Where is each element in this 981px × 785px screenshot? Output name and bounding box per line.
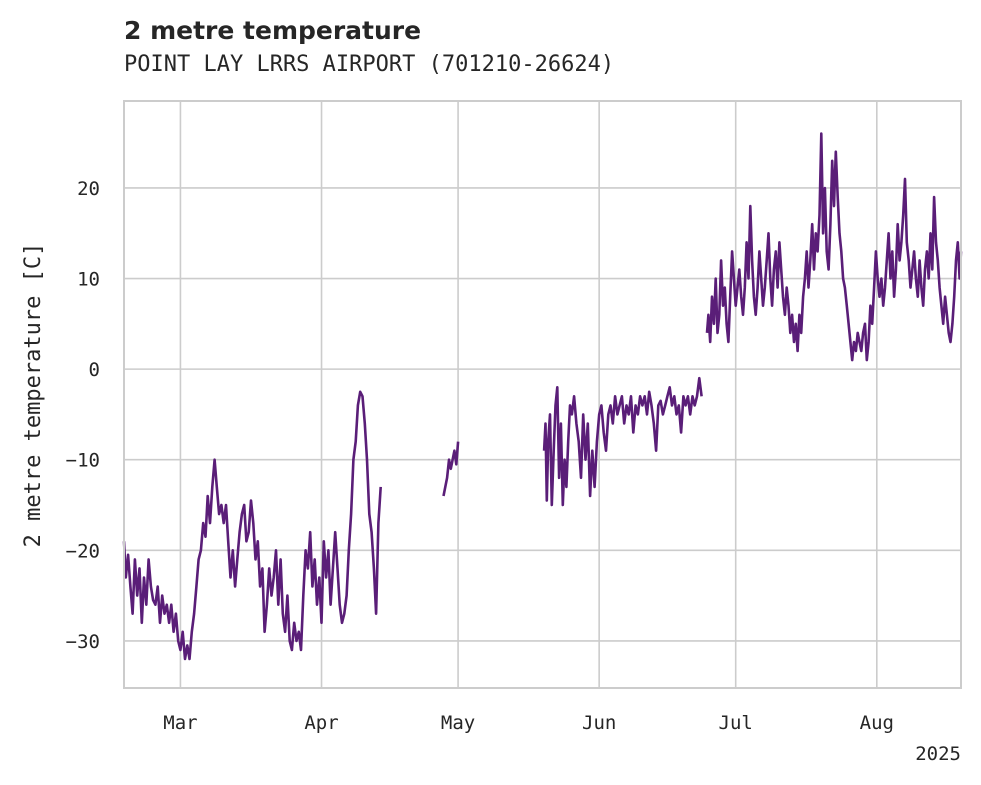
temperature-line-segment-1 [122, 390, 382, 661]
year-label: 2025 [915, 743, 961, 765]
y-tick-label: −20 [66, 540, 100, 562]
temperature-line-segment-4 [705, 132, 963, 362]
y-tick-label: 10 [77, 269, 100, 291]
y-tick-label: −30 [66, 631, 100, 653]
temperature-line-segment-3 [542, 376, 703, 507]
x-tick-label: Jul [719, 712, 753, 734]
y-tick-label: −10 [66, 450, 100, 472]
grid-lines [124, 101, 961, 688]
x-tick-label: Aug [860, 712, 894, 734]
x-tick-labels: Mar Apr May Jun Jul Aug [163, 712, 894, 734]
plot-frame [123, 100, 962, 689]
x-tick-label: Apr [304, 712, 338, 734]
x-tick-label: Jun [582, 712, 616, 734]
y-tick-label: 20 [77, 178, 100, 200]
x-tick-label: May [441, 712, 475, 734]
temperature-line-segment-2 [442, 441, 460, 497]
chart-subtitle: POINT LAY LRRS AIRPORT (701210-26624) [124, 52, 615, 77]
x-tick-label: Mar [163, 712, 197, 734]
chart-title: 2 metre temperature [124, 16, 422, 45]
y-tick-labels: −30 −20 −10 0 10 20 [66, 178, 100, 653]
data-series [122, 132, 963, 661]
y-axis-label: 2 metre temperature [C] [21, 243, 46, 548]
y-tick-label: 0 [89, 359, 100, 381]
